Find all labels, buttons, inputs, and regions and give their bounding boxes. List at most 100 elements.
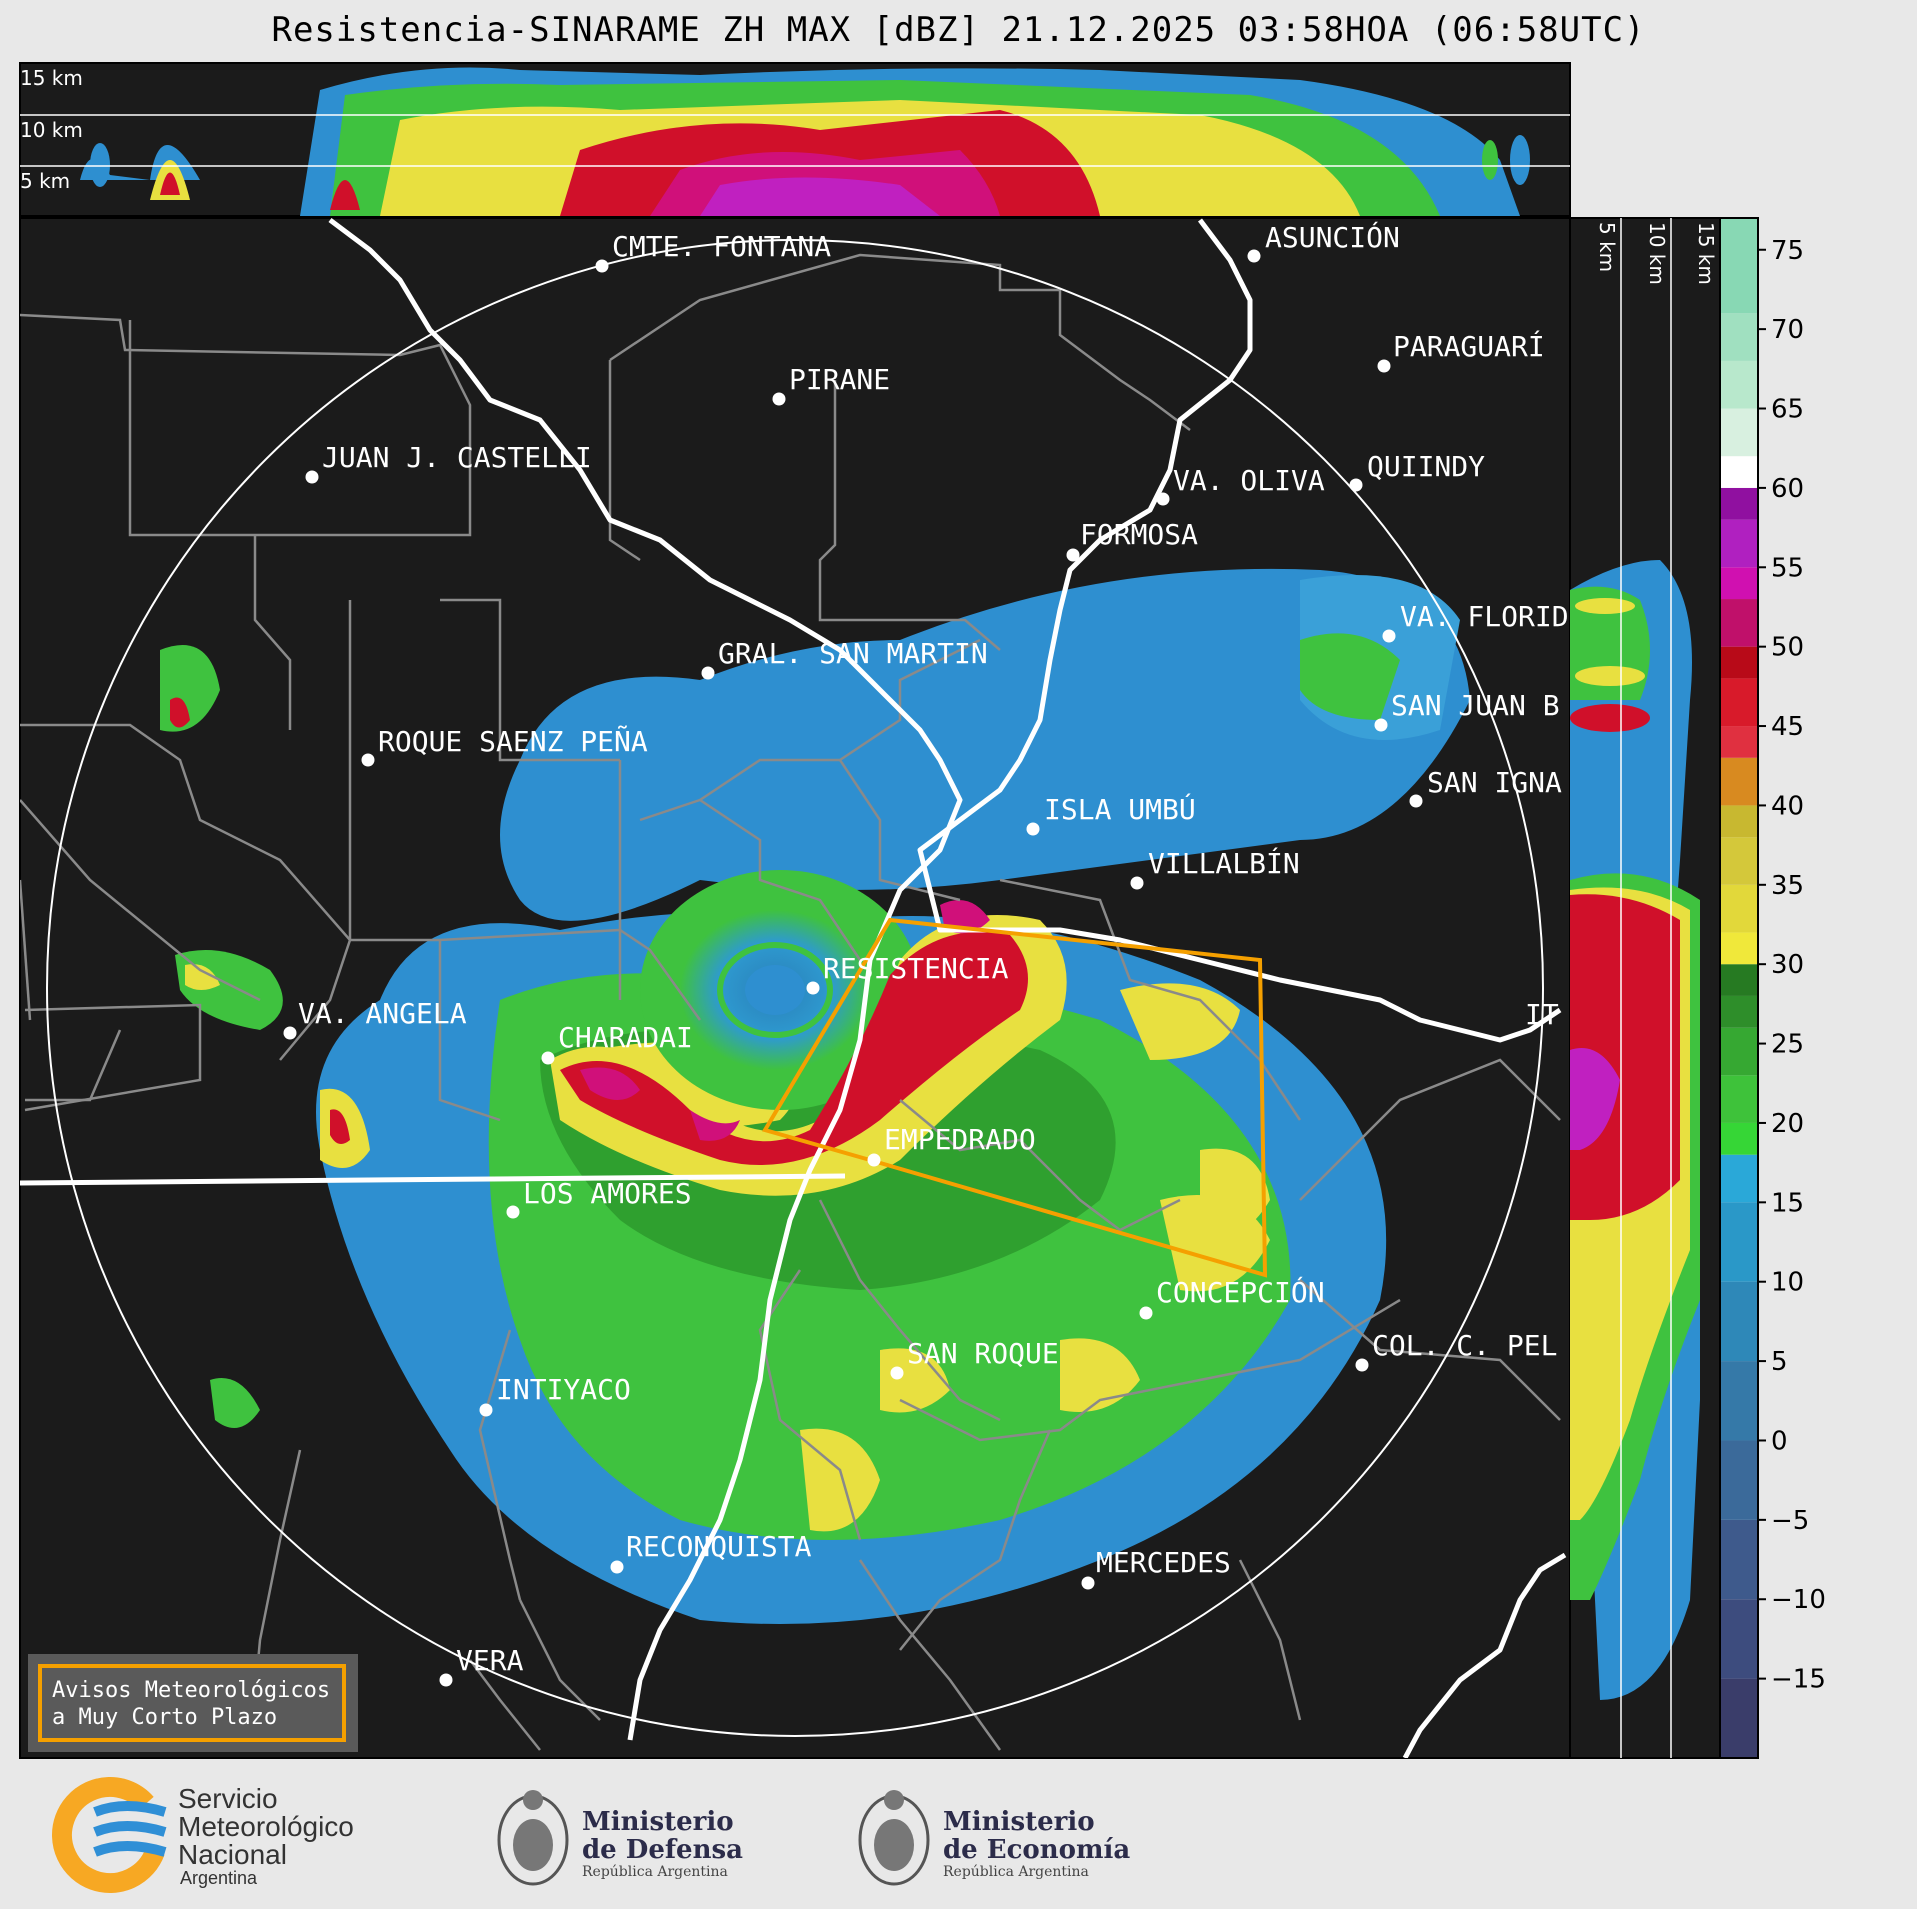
top-height-label-15km: 15 km [20,66,83,90]
colorbar-segment [1720,995,1758,1028]
colorbar-segment [1720,408,1758,457]
colorbar-tick-label: 20 [1771,1109,1804,1139]
colorbar-tick-label: 15 [1771,1188,1804,1218]
economia-line3: República Argentina [943,1864,1089,1880]
city-labels: CMTE. FONTANA ASUNCIÓN PIRANE PARAGUARÍ … [298,220,1586,1677]
city-label-san-roque: SAN ROQUE [907,1337,1059,1370]
colorbar-segment [1720,805,1758,838]
city-marker [867,1153,881,1167]
colorbar-tick-label: 45 [1771,712,1804,742]
city-label-it: IT [1525,998,1559,1031]
city-marker [439,1673,453,1687]
city-label-roque-saenz-pena: ROQUE SAENZ PEÑA [378,724,648,758]
reflectivity-field [160,568,1470,1624]
colorbar-tick-label: 25 [1771,1030,1804,1060]
city-label-va-oliva: VA. OLIVA [1173,464,1325,497]
city-marker [361,753,375,767]
warning-legend-box: Avisos Meteorológicos a Muy Corto Plazo [28,1654,358,1752]
top-height-label-5km: 5 km [20,169,70,193]
top-cross-section-panel: 15 km 10 km 5 km [19,62,1571,217]
colorbar-segment [1720,884,1758,933]
rivers [20,218,1567,1758]
smn-logo-wave [93,1801,167,1817]
smn-logo: Servicio Meteorológico Nacional Argentin… [52,1777,354,1893]
colorbar-segment [1720,837,1758,885]
city-marker [506,1205,520,1219]
city-marker [1355,1358,1369,1372]
city-marker [772,392,786,406]
city-marker [1130,876,1144,890]
colorbar-segment [1720,1440,1758,1520]
city-label-quiindy: QUIINDY [1367,450,1485,483]
colorbar-segment [1720,1027,1758,1076]
economia-coat-of-arms [858,1790,930,1886]
city-marker [701,666,715,680]
city-marker [1349,478,1363,492]
colorbar-segment [1720,1154,1758,1203]
city-label-paraguari: PARAGUARÍ [1393,329,1545,363]
city-marker [1374,718,1388,732]
warning-box-line1: Avisos Meteorológicos [52,1678,330,1703]
colorbar-tick-label: 65 [1771,395,1804,425]
right-height-label-15km: 15 km [1694,222,1718,285]
colorbar-segment [1720,360,1758,409]
colorbar-tick-label: 60 [1771,474,1804,504]
colorbar-tick-label: −5 [1771,1506,1809,1536]
colorbar-segment [1720,567,1758,600]
city-marker [283,1026,297,1040]
map-panel: CMTE. FONTANA ASUNCIÓN PIRANE PARAGUARÍ … [19,217,1586,1759]
colorbar-tick-label: 50 [1771,633,1804,663]
smn-logo-wave [93,1821,167,1837]
city-label-intiyaco: INTIYACO [496,1373,631,1406]
city-markers [283,249,1423,1687]
chart-title: Resistencia-SINARAME ZH MAX [dBZ] 21.12.… [271,10,1646,50]
defensa-logo: Ministerio de Defensa República Argentin… [497,1790,743,1886]
colorbar-tick-label: 75 [1771,236,1804,266]
colorbar-segments [1720,218,1758,1758]
city-label-asuncion: ASUNCIÓN [1265,220,1400,254]
city-marker [479,1403,493,1417]
colorbar-segment [1720,456,1758,488]
smn-line1: Servicio [178,1783,278,1814]
political-borders [20,253,1561,1751]
city-label-resistencia: RESISTENCIA [823,952,1009,985]
economia-logo: Ministerio de Economía República Argenti… [858,1790,1130,1886]
city-marker [1382,629,1396,643]
city-label-va-angela: VA. ANGELA [298,997,467,1030]
economia-line2: de Economía [943,1835,1130,1865]
right-echo-profile [1570,560,1700,1700]
city-label-col-c-pel: COL. C. PEL [1372,1329,1557,1362]
colorbar-segment [1720,1599,1758,1679]
city-marker [595,259,609,273]
colorbar-tick-label: 40 [1771,791,1804,821]
colorbar-segment [1720,1519,1758,1600]
city-label-formosa: FORMOSA [1080,518,1198,551]
colorbar-segment [1720,1075,1758,1123]
defensa-line1: Ministerio [582,1807,734,1837]
warning-polygon [761,917,1268,1278]
colorbar-segment [1720,487,1758,520]
city-label-va-florida: VA. FLORIDA [1400,600,1586,633]
colorbar-tick-label: 70 [1771,315,1804,345]
city-label-gral-san-martin: GRAL. SAN MARTIN [718,637,988,670]
top-echo-profile [80,67,1530,216]
colorbar-segment [1720,218,1758,314]
city-marker [890,1366,904,1380]
colorbar-segment [1720,599,1758,647]
city-marker [1377,359,1391,373]
city-marker [541,1051,555,1065]
city-label-san-igna: SAN IGNA [1427,766,1562,799]
colorbar-tick-label: 0 [1771,1426,1788,1456]
city-label-vera: VERA [456,1644,524,1677]
colorbar-segment [1720,1361,1758,1441]
colorbar-segment [1720,1202,1758,1282]
colorbar-tick-label: −15 [1771,1665,1826,1695]
city-marker [806,981,820,995]
city-label-concepcion: CONCEPCIÓN [1156,1275,1325,1309]
city-marker [1026,822,1040,836]
footer: Servicio Meteorológico Nacional Argentin… [52,1777,1130,1893]
city-marker [1247,249,1261,263]
